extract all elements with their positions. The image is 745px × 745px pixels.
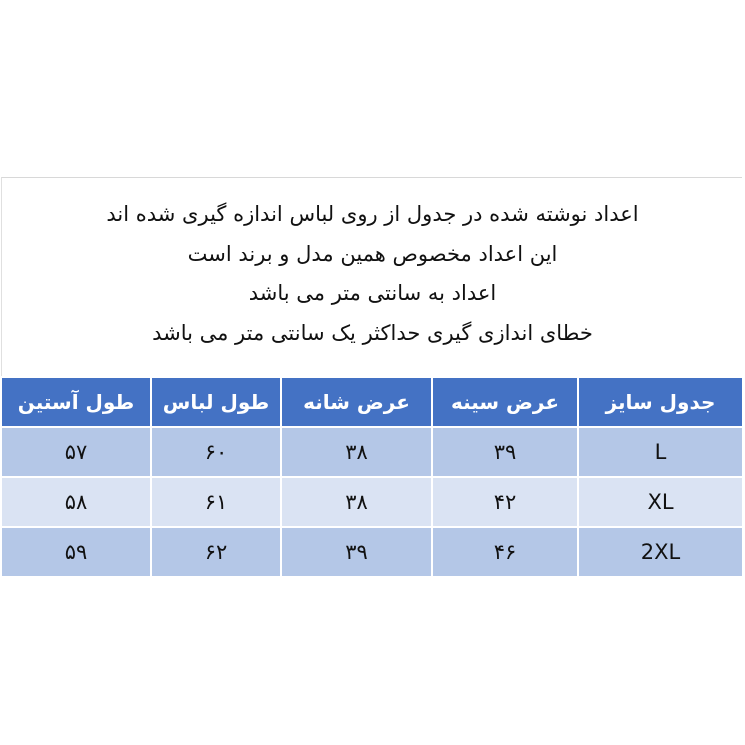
note-line: اعداد به سانتی متر می باشد [248, 281, 497, 305]
header-size: جدول سایز [577, 376, 744, 428]
cell-length: ۶۰ [150, 426, 282, 478]
header-shoulder-width: عرض شانه [280, 376, 433, 428]
cell-shoulder: ۳۹ [280, 526, 433, 578]
cell-shoulder: ۳۸ [280, 426, 433, 478]
table-row: 2XL ۴۶ ۳۹ ۶۲ ۵۹ [0, 526, 744, 578]
table-row: XL ۴۲ ۳۸ ۶۱ ۵۸ [0, 476, 744, 528]
cell-length: ۶۱ [150, 476, 282, 528]
size-table: جدول سایز عرض سینه عرض شانه طول لباس طول… [0, 376, 744, 578]
cell-size: 2XL [577, 526, 744, 578]
table-row: L ۳۹ ۳۸ ۶۰ ۵۷ [0, 426, 744, 478]
header-length: طول لباس [150, 376, 282, 428]
table-header-row: جدول سایز عرض سینه عرض شانه طول لباس طول… [0, 376, 744, 428]
cell-shoulder: ۳۸ [280, 476, 433, 528]
cell-sleeve: ۵۹ [0, 526, 152, 578]
cell-length: ۶۲ [150, 526, 282, 578]
notes: اعداد نوشته شده در جدول از روی لباس اندا… [0, 195, 745, 353]
cell-chest: ۴۶ [431, 526, 579, 578]
note-line: خطای اندازی گیری حداکثر یک سانتی متر می … [152, 320, 593, 345]
header-chest-width: عرض سینه [431, 376, 579, 428]
note-line: این اعداد مخصوص همین مدل و برند است [187, 241, 558, 266]
cell-sleeve: ۵۷ [0, 426, 152, 478]
cell-sleeve: ۵۸ [0, 476, 152, 528]
note-line: اعداد نوشته شده در جدول از روی لباس اندا… [106, 202, 639, 226]
cell-size: L [577, 426, 744, 478]
cell-chest: ۳۹ [431, 426, 579, 478]
size-chart-frame [1, 177, 742, 575]
header-sleeve-length: طول آستین [0, 376, 152, 428]
cell-chest: ۴۲ [431, 476, 579, 528]
cell-size: XL [577, 476, 744, 528]
